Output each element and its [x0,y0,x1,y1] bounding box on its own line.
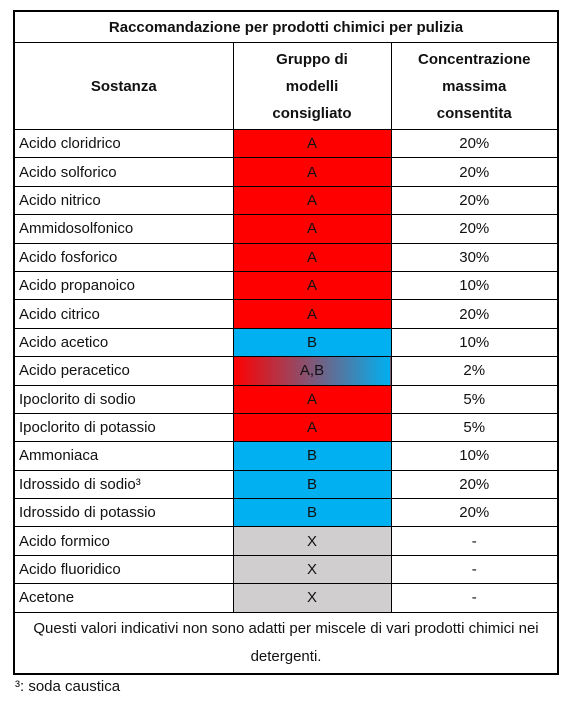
note: Questi valori indicativi non sono adatti… [13,611,559,675]
concentration: 20% [390,498,559,528]
group: B [232,327,392,358]
concentration: 10% [390,270,559,301]
substance: Acido peracetico [13,356,234,386]
concentration: 20% [390,128,559,159]
data-row: Ipoclorito di sodio A 5% [13,384,559,414]
header-line: consigliato [272,104,352,122]
group: A,B [232,356,392,386]
group: X [232,526,392,556]
substance: Ipoclorito di potassio [13,412,234,443]
data-row: Acido solforico A 20% [13,157,559,187]
concentration: 2% [390,356,559,386]
data-row: Acido fluoridico X - [13,554,559,585]
substance: Acido acetico [13,327,234,358]
substance: Ammidosolfonico [13,214,234,244]
substance: Acido fluoridico [13,554,234,585]
substance: Idrossido di sodio³ [13,469,234,500]
group: A [232,185,392,216]
data-row: Acido propanoico A 10% [13,270,559,301]
concentration: - [390,554,559,585]
substance: Idrossido di potassio [13,498,234,528]
concentration: 20% [390,469,559,500]
group: B [232,498,392,528]
substance: Acido fosforico [13,242,234,272]
group: A [232,299,392,329]
group: A [232,157,392,187]
concentration: 20% [390,299,559,329]
recommendation-table: Raccomandazione per prodotti chimici per… [13,10,560,675]
group: A [232,128,392,159]
header-cell: Sostanza [13,42,234,130]
group: B [232,469,392,500]
header-line: Concentrazione [418,50,531,68]
substance: Acido citrico [13,299,234,329]
data-row: Acido fosforico A 30% [13,242,559,272]
concentration: 5% [390,412,559,443]
table-body: Raccomandazione per prodotti chimici per… [13,10,559,675]
substance: Acido cloridrico [13,128,234,159]
header-cell: Gruppo di modelli consigliato [232,42,392,130]
concentration: - [390,583,559,613]
substance: Acido nitrico [13,185,234,216]
group: A [232,412,392,443]
table-title: Raccomandazione per prodotti chimici per… [13,10,559,43]
data-row: Acido peracetico A,B 2% [13,356,559,386]
substance: Acetone [13,583,234,613]
substance: Ammoniaca [13,441,234,471]
header-row: Sostanza Gruppo di modelli consigliato Conce… [13,42,559,130]
concentration: 10% [390,327,559,358]
data-row: Acido cloridrico A 20% [13,128,559,159]
substance: Acido formico [13,526,234,556]
substance: Acido propanoico [13,270,234,301]
concentration: - [390,526,559,556]
note-row: Questi valori indicativi non sono adatti… [13,611,559,675]
data-row: Idrossido di sodio³ B 20% [13,469,559,500]
data-row: Acido nitrico A 20% [13,185,559,216]
footnote: ³: soda caustica [15,678,121,695]
concentration: 20% [390,157,559,187]
title-row: Raccomandazione per prodotti chimici per… [13,10,559,43]
header-line: modelli [285,77,339,95]
concentration: 30% [390,242,559,272]
header-cell: Concentrazione massima consentita [390,42,559,130]
data-row: Ammoniaca B 10% [13,441,559,471]
group: A [232,270,392,301]
group: A [232,242,392,272]
concentration: 20% [390,185,559,216]
data-row: Acido formico X - [13,526,559,556]
data-row: Acido citrico A 20% [13,299,559,329]
data-row: Idrossido di potassio B 20% [13,498,559,528]
concentration: 5% [390,384,559,414]
substance: Ipoclorito di sodio [13,384,234,414]
data-row: Ammidosolfonico A 20% [13,214,559,244]
concentration: 10% [390,441,559,471]
concentration: 20% [390,214,559,244]
header-line: consentita [436,104,512,122]
group: B [232,441,392,471]
group: X [232,583,392,613]
data-row: Ipoclorito di potassio A 5% [13,412,559,443]
header-line: Gruppo di [276,50,348,68]
group: A [232,384,392,414]
substance: Acido solforico [13,157,234,187]
header-line: massima [442,77,507,95]
header-line: Sostanza [90,77,157,95]
group: X [232,554,392,585]
data-row: Acido acetico B 10% [13,327,559,358]
group: A [232,214,392,244]
data-row: Acetone X - [13,583,559,613]
